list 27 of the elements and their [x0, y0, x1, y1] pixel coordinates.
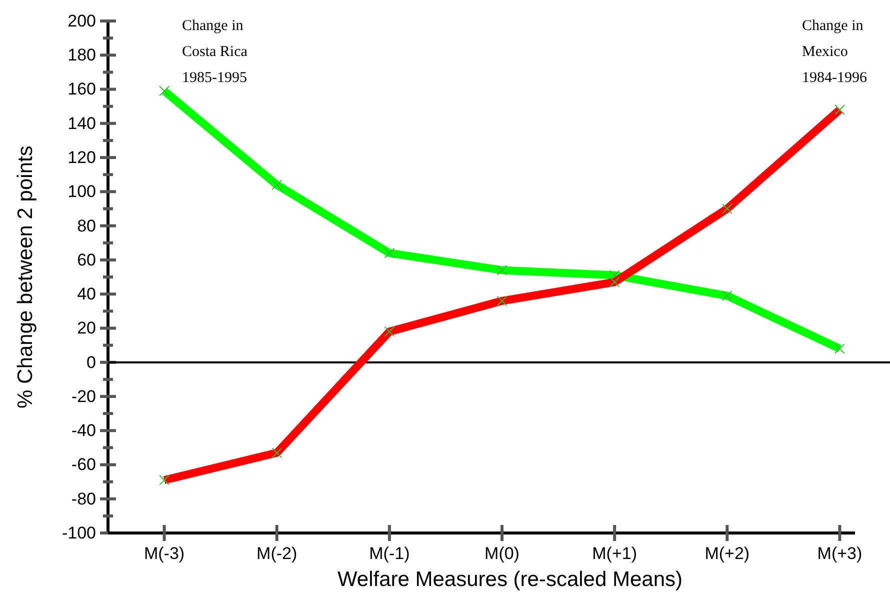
x-tick-label: M(+2) [704, 544, 750, 564]
x-tick-label: M(-2) [256, 544, 298, 564]
y-tick-label: -20 [71, 386, 96, 406]
y-tick-label: 120 [68, 148, 96, 167]
y-tick-label: 60 [77, 250, 96, 270]
y-tick-label: 200 [68, 11, 96, 30]
y-tick-label: 80 [77, 216, 96, 236]
x-tick-label: M(+3) [817, 544, 862, 564]
y-tick-label: 160 [68, 80, 96, 99]
x-tick-label: M(-1) [369, 544, 410, 564]
y-tick-label: -60 [71, 455, 96, 474]
x-axis-title: Welfare Measures (re-scaled Means) [337, 568, 683, 591]
series-label: Change in Mexico 1984-1996 [802, 18, 868, 86]
y-tick-label: 140 [68, 114, 96, 133]
y-tick-label: 100 [68, 182, 96, 202]
y-tick-label: 0 [86, 352, 96, 372]
y-tick-label: -100 [62, 523, 96, 542]
y-tick-label: 40 [77, 284, 96, 304]
x-tick-label: M(+1) [592, 544, 638, 564]
y-tick-label: 180 [68, 46, 96, 65]
y-axis-title: % Change between 2 points [14, 146, 37, 408]
x-tick-label: M(-3) [144, 544, 185, 564]
y-tick-label: -80 [71, 489, 96, 508]
series-label: Change in Costa Rica 1985-1995 [182, 18, 248, 86]
y-tick-label: 20 [77, 318, 96, 338]
y-tick-label: -40 [71, 421, 96, 440]
x-tick-label: M(0) [484, 544, 520, 564]
